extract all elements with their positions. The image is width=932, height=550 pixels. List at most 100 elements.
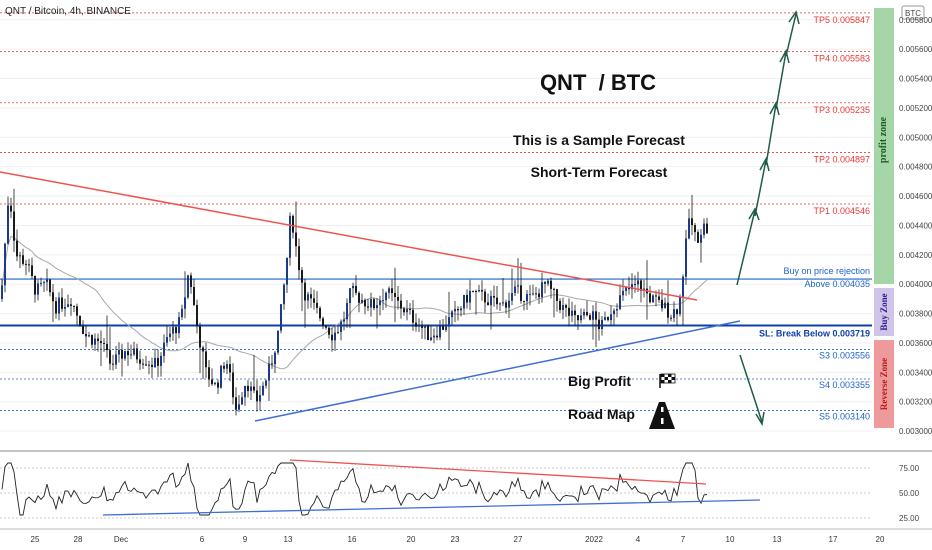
candle-body bbox=[328, 327, 330, 335]
candle-body bbox=[103, 342, 105, 344]
candle-body bbox=[529, 293, 531, 295]
candle-body bbox=[637, 280, 639, 285]
level-label-tp5: TP5 0.005847 bbox=[813, 15, 870, 25]
forecast-path bbox=[736, 10, 800, 427]
level-label-buy: Buy on price rejection bbox=[783, 266, 870, 276]
main-title: QNT / BTC bbox=[540, 70, 656, 95]
candle-body bbox=[133, 348, 135, 355]
candle-body bbox=[280, 304, 282, 331]
candle-body bbox=[55, 301, 57, 314]
candle-body bbox=[292, 215, 294, 233]
candle-body bbox=[79, 315, 81, 326]
candle-body bbox=[523, 300, 525, 302]
candle-body bbox=[76, 306, 78, 316]
candle-body bbox=[352, 285, 354, 289]
buy-zone-label: Buy Zone bbox=[879, 293, 889, 330]
candle-body bbox=[100, 341, 102, 343]
candle-body bbox=[157, 357, 159, 366]
candle-body bbox=[22, 255, 24, 264]
candle-body bbox=[1, 285, 3, 299]
candle-body bbox=[682, 276, 684, 297]
candle-body bbox=[454, 308, 456, 312]
time-axis[interactable]: 25 28 Dec 6 9 13 16 20 23 27 2022 4 7 10 13 17 20 bbox=[31, 535, 885, 544]
candle-body bbox=[259, 395, 261, 402]
rsi-axis[interactable]: 75.00 50.00 25.00 bbox=[899, 464, 920, 523]
candle-body bbox=[346, 302, 348, 320]
time-tick-label: 9 bbox=[243, 535, 248, 544]
candle-body bbox=[586, 311, 588, 316]
candle-body bbox=[337, 331, 339, 333]
candle-body bbox=[139, 359, 141, 364]
candle-body bbox=[313, 298, 315, 303]
candle-body bbox=[262, 385, 264, 396]
candle-body bbox=[73, 305, 75, 307]
candle-body bbox=[319, 307, 321, 319]
candle-body bbox=[325, 325, 327, 328]
candle-body bbox=[622, 290, 624, 296]
candle-body bbox=[31, 265, 33, 276]
candle-body bbox=[661, 299, 663, 309]
candle-body bbox=[505, 302, 507, 308]
candle-body bbox=[256, 390, 258, 402]
candle-body bbox=[532, 293, 534, 295]
time-tick-label: 16 bbox=[348, 535, 357, 544]
candle-body bbox=[124, 351, 126, 359]
candle-body bbox=[286, 257, 288, 285]
candle-body bbox=[613, 310, 615, 315]
candle-body bbox=[253, 386, 255, 391]
candle-body bbox=[196, 304, 198, 327]
candle-body bbox=[568, 307, 570, 316]
candle-body bbox=[16, 240, 18, 257]
candle-body bbox=[229, 364, 231, 373]
level-label-tp2: TP2 0.004897 bbox=[813, 154, 870, 164]
candle-body bbox=[403, 308, 405, 313]
candle-body bbox=[169, 333, 171, 338]
candle-body bbox=[517, 285, 519, 287]
price-tick-label: 0.005400 bbox=[899, 75, 932, 84]
candle-body bbox=[502, 302, 504, 304]
candle-body bbox=[619, 295, 621, 310]
candle-body bbox=[175, 327, 177, 334]
road-map-label: Road Map bbox=[568, 406, 635, 422]
candle-body bbox=[232, 372, 234, 398]
candle-body bbox=[469, 290, 471, 303]
level-label-tp4: TP4 0.005583 bbox=[813, 54, 870, 64]
candle-body bbox=[664, 302, 666, 309]
candle-body bbox=[58, 297, 60, 314]
price-tick-label: 0.005600 bbox=[899, 45, 932, 54]
candle-body bbox=[187, 275, 189, 298]
candle-body bbox=[577, 315, 579, 321]
candle-body bbox=[703, 223, 705, 235]
price-tick-label: 0.005200 bbox=[899, 104, 932, 113]
price-tick-label: 0.003200 bbox=[899, 398, 932, 407]
candle-body bbox=[202, 347, 204, 352]
candle-body bbox=[655, 295, 657, 297]
profit-zone-label: profit zone bbox=[878, 116, 889, 163]
candle-body bbox=[676, 309, 678, 315]
candle-body bbox=[547, 280, 549, 284]
candle-body bbox=[484, 291, 486, 303]
candle-body bbox=[553, 288, 555, 290]
candle-body bbox=[331, 334, 333, 341]
candle-body bbox=[19, 255, 21, 257]
candle-body bbox=[127, 351, 129, 356]
price-tick-label: 0.005800 bbox=[899, 16, 932, 25]
candle-body bbox=[67, 304, 69, 307]
candle-body bbox=[25, 263, 27, 265]
candle-body bbox=[214, 382, 216, 385]
candle-body bbox=[304, 282, 306, 301]
candle-body bbox=[397, 296, 399, 301]
candle-body bbox=[493, 295, 495, 298]
candle-body bbox=[355, 285, 357, 293]
candle-body bbox=[118, 349, 120, 355]
candle-body bbox=[91, 335, 93, 345]
rsi-descending-trendline bbox=[289, 459, 707, 485]
subtitle-sample: This is a Sample Forecast bbox=[513, 132, 685, 148]
price-axis[interactable]: 0.005800 0.005600 0.005400 0.005200 0.005000… bbox=[899, 16, 932, 436]
candle-body bbox=[565, 305, 567, 308]
time-tick-label: 28 bbox=[74, 535, 83, 544]
level-label-tp1: TP1 0.004546 bbox=[813, 206, 870, 216]
candle-body bbox=[589, 315, 591, 320]
